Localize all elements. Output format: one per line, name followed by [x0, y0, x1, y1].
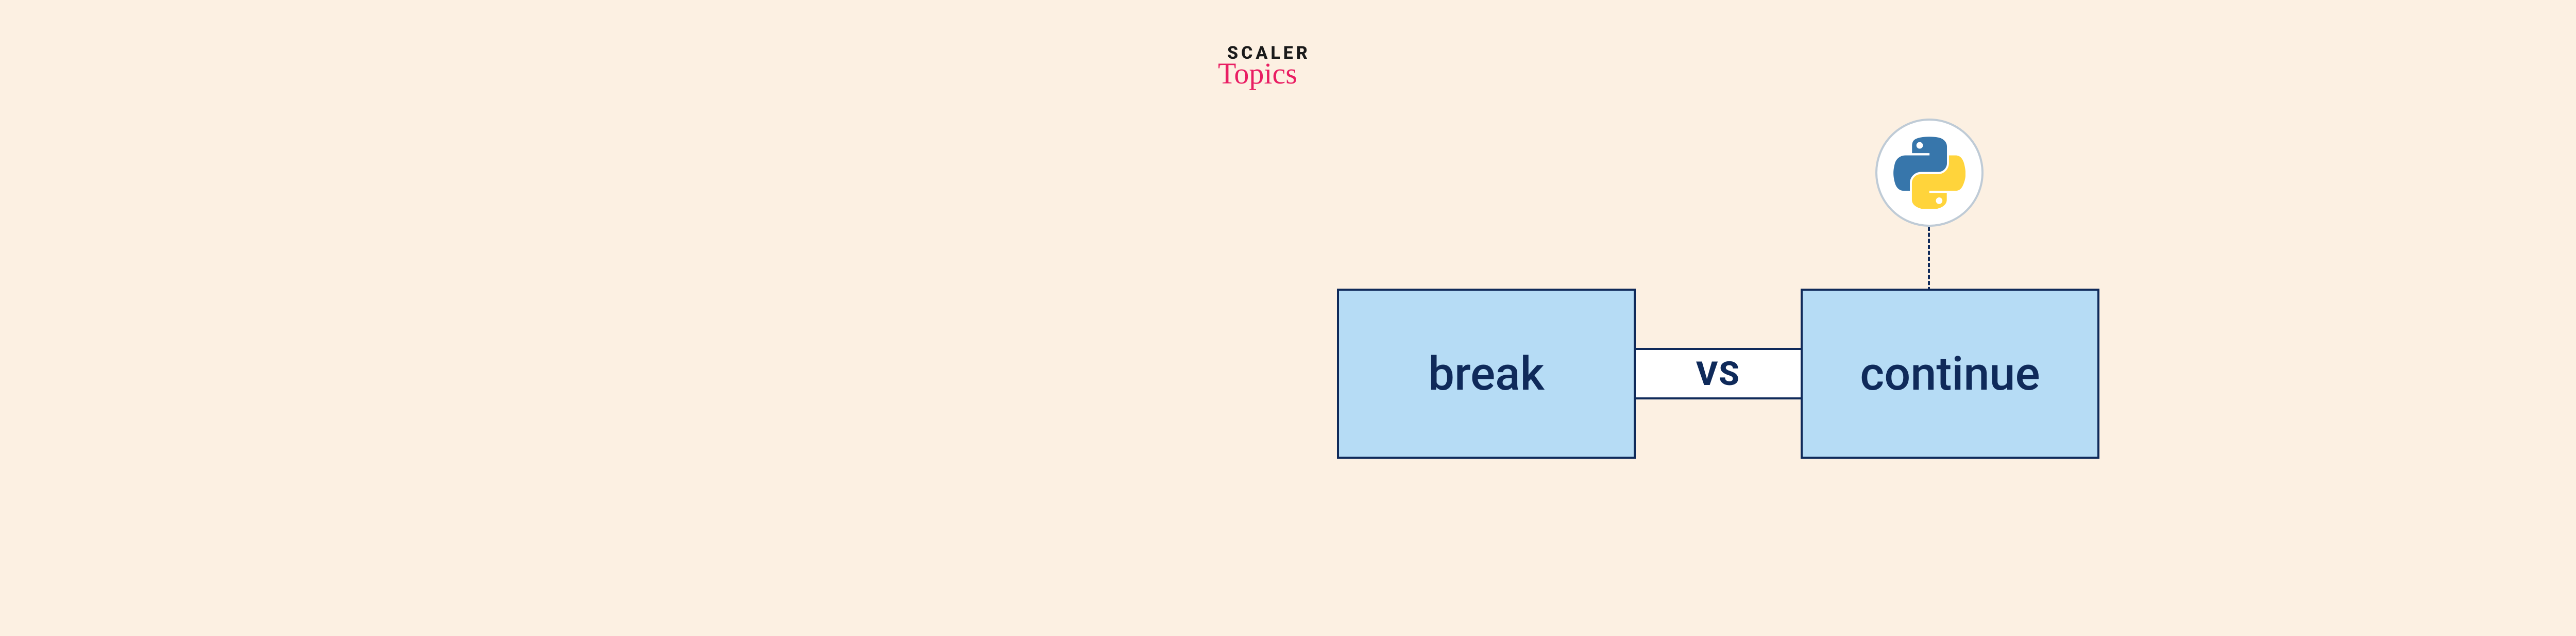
left-box-label: break [1428, 347, 1544, 401]
vs-connector: VS [1636, 348, 1801, 399]
left-box-break: break [1337, 289, 1636, 459]
right-box-continue: continue [1801, 289, 2099, 459]
scaler-topics-logo: SCALER Topics [1227, 44, 1311, 89]
vs-label: VS [1696, 355, 1740, 393]
break-vs-continue-diagram: break VS continue [1337, 289, 2099, 459]
python-badge [1875, 119, 1984, 227]
right-box-label: continue [1860, 347, 2040, 401]
python-icon [1893, 137, 1965, 209]
logo-line-2: Topics [1218, 59, 1311, 89]
